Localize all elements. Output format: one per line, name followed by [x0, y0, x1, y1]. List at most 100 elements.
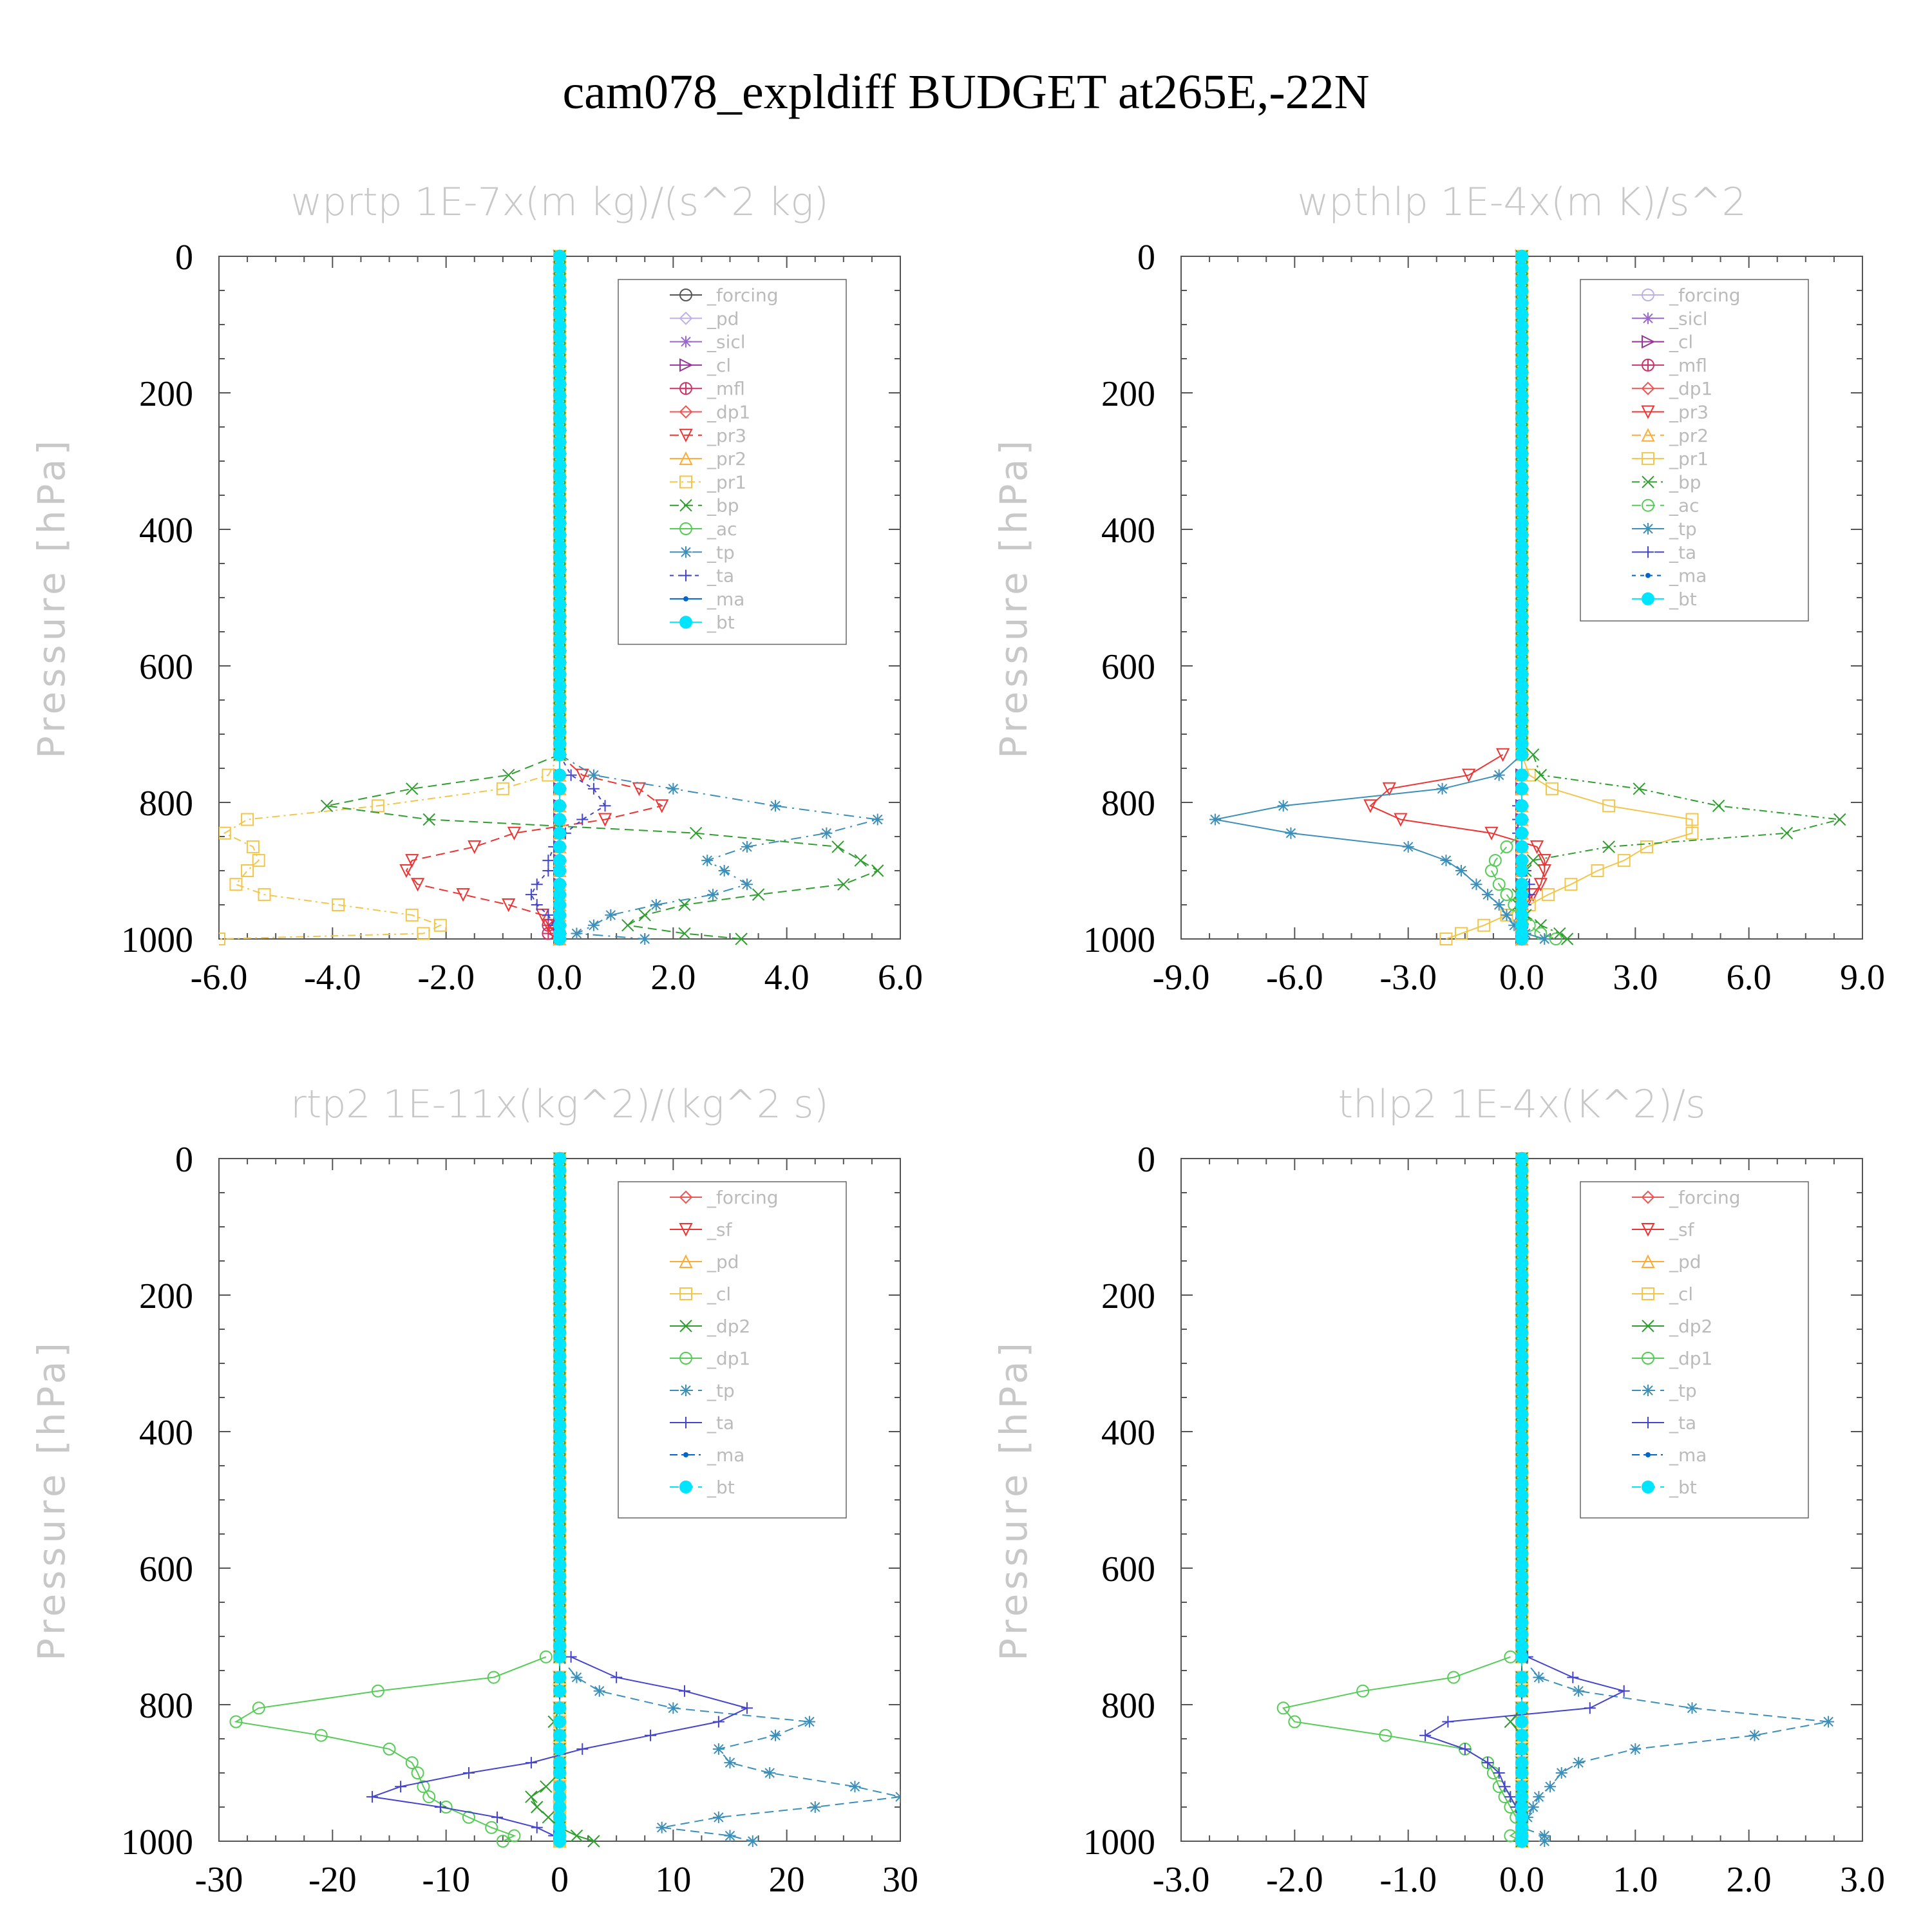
legend-label: _pd [1669, 1251, 1701, 1273]
legend-label: _bt [1669, 589, 1697, 610]
legend-label: _pr3 [1669, 402, 1709, 423]
data-point [1617, 854, 1631, 867]
data-point [689, 826, 703, 840]
data-point [553, 528, 566, 542]
legend-entry: _forcing [1632, 285, 1741, 306]
data-point [1515, 679, 1528, 692]
data-point [1515, 1535, 1528, 1548]
data-point [553, 1535, 566, 1548]
data-point [1573, 1757, 1585, 1769]
y-axis-label: Pressure [hPa] [992, 437, 1036, 759]
data-point [587, 769, 600, 781]
data-point [553, 1303, 566, 1316]
data-point [525, 1790, 538, 1803]
x-tick-label: 20 [769, 1860, 805, 1900]
data-point [1515, 319, 1528, 333]
data-point [553, 482, 566, 495]
data-point [1712, 799, 1725, 813]
data-point [553, 551, 566, 565]
data-point [553, 1728, 566, 1742]
data-point [1602, 799, 1616, 813]
data-point [405, 854, 419, 868]
data-point [1515, 1569, 1528, 1583]
legend-swatch-marker [1642, 289, 1654, 301]
data-point [1515, 366, 1528, 379]
data-point [553, 1291, 566, 1305]
data-point [1515, 656, 1528, 669]
data-point [1685, 813, 1699, 826]
data-point [1515, 826, 1528, 840]
plot-area [1276, 1151, 1835, 1849]
data-point [735, 933, 748, 945]
legend-swatch-marker [1642, 1481, 1654, 1493]
legend-label: _dp2 [1669, 1316, 1712, 1337]
data-point [1515, 1361, 1528, 1374]
data-point [553, 1210, 566, 1224]
legend-entry: _pd [1632, 1251, 1701, 1273]
data-point [553, 1593, 566, 1606]
data-point [820, 827, 833, 839]
legend-swatch-marker [1645, 1452, 1651, 1457]
chart-panel-0: wprtp 1E-7x(m kg)/(s^2 kg) Pressure [hPa]… [30, 180, 923, 998]
data-point [553, 1546, 566, 1560]
data-point [611, 1671, 623, 1683]
y-tick-label: 1000 [121, 1823, 193, 1862]
data-point [553, 813, 566, 826]
data-point [553, 1338, 566, 1351]
panel-title: wprtp 1E-7x(m kg)/(s^2 kg) [290, 180, 829, 225]
data-point [383, 1742, 396, 1756]
legend-label: _ma [1669, 1444, 1707, 1466]
data-point [542, 927, 555, 940]
legend-label: _forcing [706, 285, 779, 306]
data-point [1544, 1781, 1557, 1793]
y-tick-label: 800 [139, 1686, 193, 1726]
data-point [366, 1791, 379, 1803]
data-point [422, 813, 435, 826]
data-point [553, 1500, 566, 1513]
legend-entry: _pr3 [670, 425, 746, 446]
data-point [553, 470, 566, 484]
data-point [1276, 1701, 1290, 1715]
data-point [553, 644, 566, 658]
legend-entry: _ta [1632, 1412, 1696, 1434]
legend-entry: _ma [670, 589, 744, 610]
y-tick-label: 600 [1101, 647, 1155, 687]
legend-swatch-marker [679, 1320, 692, 1332]
legend-label: _ma [1669, 565, 1707, 587]
x-tick-label: 0.0 [537, 958, 582, 998]
legend-entry: _sf [1632, 1219, 1695, 1240]
legend: _forcing _sf _pd _cl _dp2 _dp1 _tp _ta _ma _bt [1580, 1181, 1809, 1519]
data-point [764, 1767, 776, 1779]
legend-swatch-marker [1642, 334, 1656, 349]
data-point [1515, 505, 1528, 518]
y-axis-label: Pressure [hPa] [30, 1339, 73, 1661]
data-point [1459, 1743, 1471, 1755]
data-point [1500, 888, 1513, 902]
data-point [645, 1729, 657, 1741]
data-point [1748, 1729, 1761, 1741]
data-point [1363, 799, 1378, 813]
legend-label: _bt [1669, 1477, 1697, 1498]
data-point [1288, 1715, 1302, 1728]
data-point [1515, 563, 1528, 576]
data-point [553, 1581, 566, 1595]
legend-swatch-marker [679, 616, 692, 629]
chart-panel-1: wpthlp 1E-4x(m K)/s^2 Pressure [hPa] -9.0 -… [992, 180, 1885, 998]
legend-entry: _dp2 [670, 1316, 750, 1337]
data-point [531, 1821, 543, 1833]
data-point [1394, 813, 1408, 827]
legend-label: _tp [1669, 518, 1697, 540]
data-point [553, 1742, 566, 1756]
data-point [1515, 632, 1528, 646]
legend-entry: _bt [670, 612, 735, 633]
legend-label: _cl [1669, 1283, 1693, 1305]
series-tp [1209, 251, 1551, 945]
x-tick-label: -10 [422, 1860, 470, 1900]
panel-title: thlp2 1E-4x(K^2)/s [1338, 1082, 1705, 1127]
data-point [1546, 782, 1559, 795]
data-point [1515, 864, 1528, 877]
data-point [854, 854, 867, 867]
y-tick-label: 1000 [121, 920, 193, 960]
data-point [531, 1801, 544, 1814]
y-tick-label: 800 [1101, 1686, 1155, 1726]
